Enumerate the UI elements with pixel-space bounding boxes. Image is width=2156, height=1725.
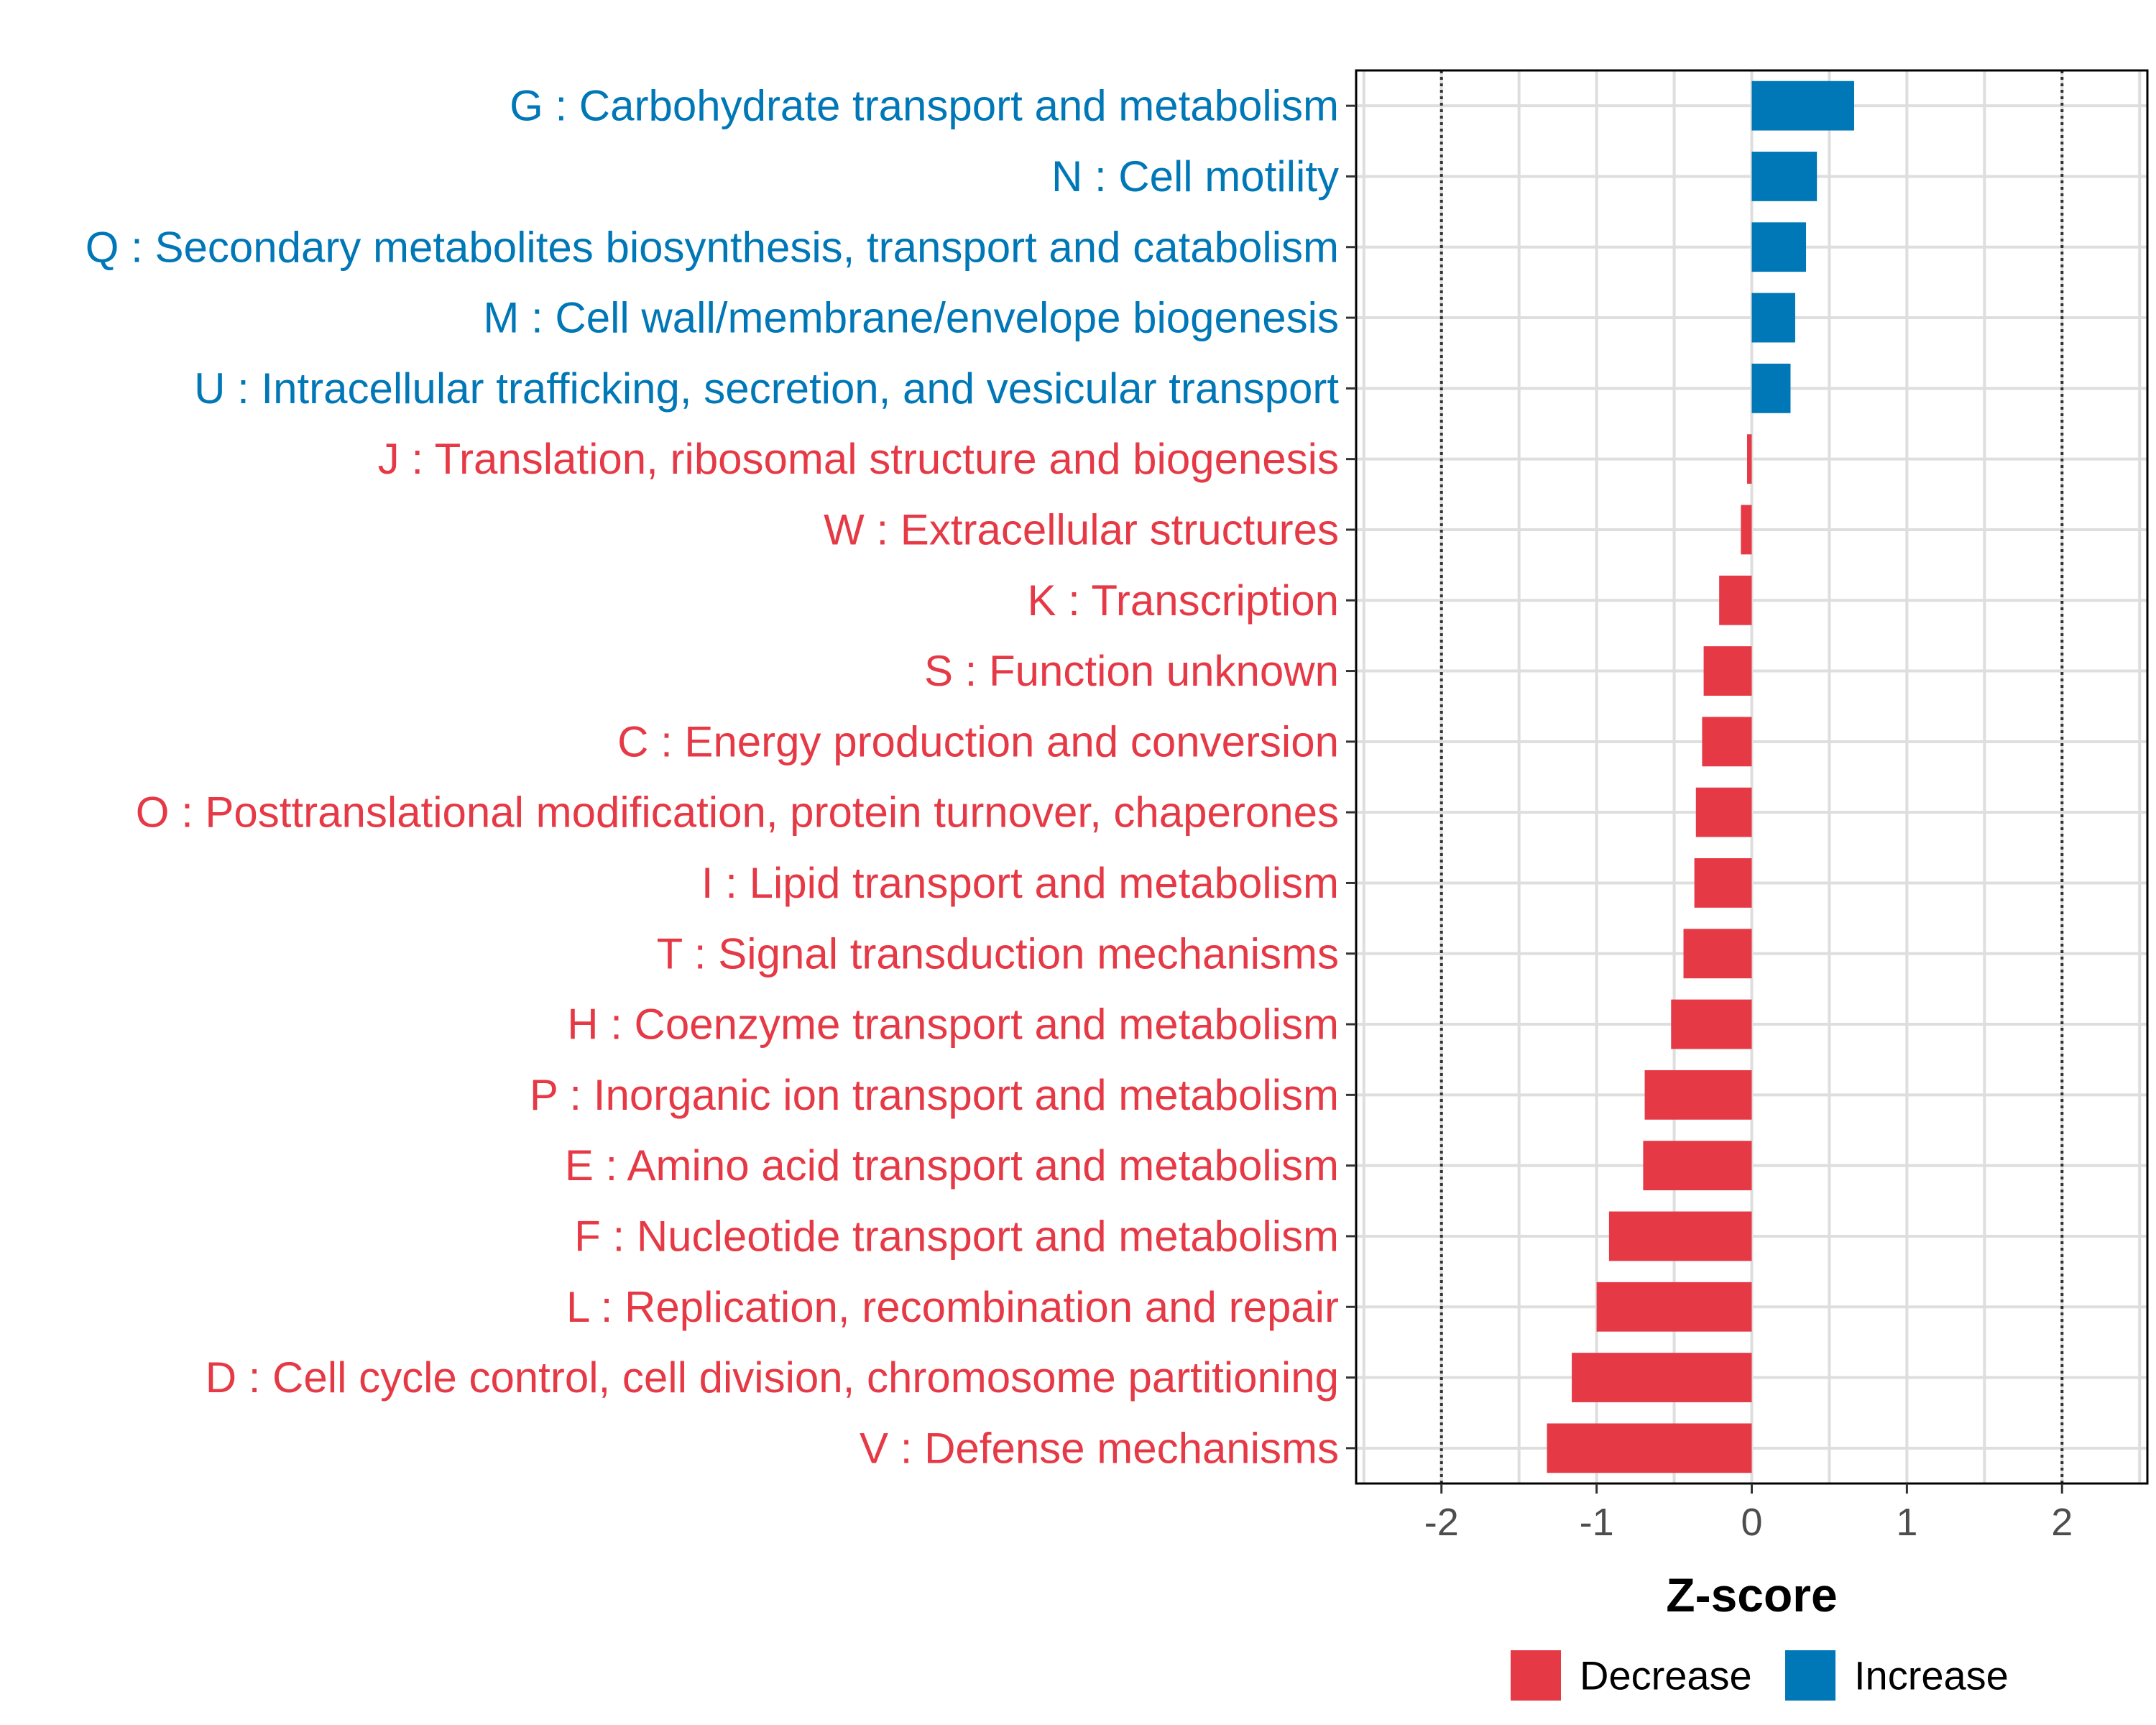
bar-u [1751,363,1791,413]
category-label: K : Transcription [1027,576,1339,625]
bar-d [1572,1353,1752,1402]
bar-h [1671,999,1752,1049]
category-label: D : Cell cycle control, cell division, c… [206,1353,1339,1402]
x-tick-label: 2 [2051,1501,2073,1544]
category-label: C : Energy production and conversion [617,717,1339,765]
bar-m [1751,293,1795,343]
y-axis-labels: G : Carbohydrate transport and metabolis… [86,82,1340,1473]
category-label: M : Cell wall/membrane/envelope biogenes… [483,294,1339,342]
legend-key-decrease [1511,1650,1561,1701]
category-label: N : Cell motility [1051,152,1339,201]
y-axis-ticks [1346,104,1356,1450]
bars [1547,80,1854,1473]
bar-j [1747,434,1752,484]
category-label: Q : Secondary metabolites biosynthesis, … [86,223,1339,271]
category-label: U : Intracellular trafficking, secretion… [194,364,1339,413]
bar-o [1695,787,1752,837]
category-label: S : Function unknown [924,647,1339,695]
reference-lines [1439,70,2064,1484]
bar-l [1596,1282,1752,1332]
x-tick-label: -2 [1424,1501,1459,1544]
category-label: T : Signal transduction mechanisms [657,929,1339,978]
bar-c [1702,717,1752,767]
legend-label-decrease: Decrease [1580,1653,1752,1698]
category-label: V : Defense mechanisms [860,1424,1339,1472]
bar-v [1547,1423,1752,1473]
category-label: O : Posttranslational modification, prot… [136,788,1339,837]
category-label: H : Coenzyme transport and metabolism [567,1000,1339,1049]
bar-t [1683,929,1752,979]
category-label: P : Inorganic ion transport and metaboli… [530,1071,1339,1119]
category-label: L : Replication, recombination and repai… [566,1283,1339,1331]
x-tick-label: 1 [1896,1501,1917,1544]
x-axis-ticks [1440,1484,2063,1494]
category-label: J : Translation, ribosomal structure and… [378,435,1339,483]
bar-s [1703,646,1752,696]
bar-q [1751,222,1807,272]
x-tick-label: 0 [1741,1501,1762,1544]
bar-n [1751,152,1818,201]
bar-i [1694,858,1752,908]
bar-e [1643,1141,1752,1191]
x-axis-labels: -2 -1 0 1 2 [1424,1501,2073,1544]
bar-g [1751,80,1854,131]
x-tick-label: -1 [1580,1501,1614,1544]
legend: Decrease Increase [1511,1650,2009,1701]
legend-key-increase [1785,1650,1835,1701]
legend-label-increase: Increase [1854,1653,2009,1698]
x-axis-title: Z-score [1666,1568,1837,1622]
bar-f [1608,1211,1752,1261]
category-label: G : Carbohydrate transport and metabolis… [510,82,1339,130]
bar-k [1719,575,1752,625]
category-label: I : Lipid transport and metabolism [701,859,1339,907]
category-label: F : Nucleotide transport and metabolism [574,1212,1339,1260]
category-label: E : Amino acid transport and metabolism [565,1141,1339,1190]
category-label: W : Extracellular structures [824,505,1339,553]
bar-p [1644,1070,1752,1120]
bar-w [1741,505,1752,555]
